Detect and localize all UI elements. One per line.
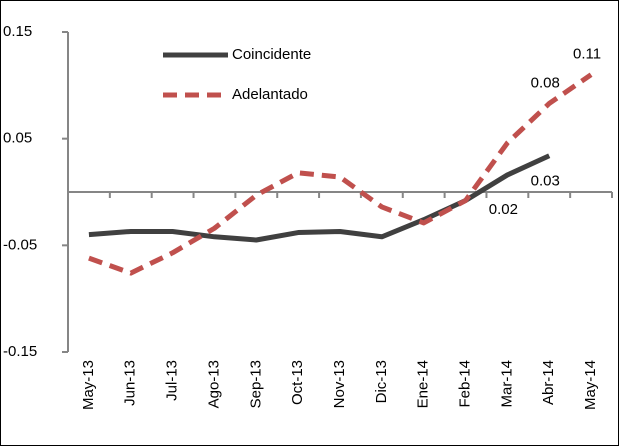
- data-label: 0.08: [531, 74, 560, 91]
- x-tick-label: Jul-13: [164, 360, 181, 401]
- x-tick-label: May-13: [80, 360, 97, 410]
- y-tick-label: 0.05: [3, 130, 32, 147]
- x-tick-label: Nov-13: [331, 360, 348, 408]
- series-line: [88, 153, 551, 243]
- x-tick-label: Mar-14: [498, 360, 515, 408]
- x-tick-label: Jun-13: [122, 360, 139, 406]
- x-tick-label: Abr-14: [540, 360, 557, 405]
- x-tick-label: Feb-14: [457, 360, 474, 408]
- x-tick-label: Dic-13: [373, 360, 390, 403]
- x-tick-label: Ago-13: [205, 360, 222, 408]
- series-line: [88, 72, 593, 276]
- y-tick-label: -0.15: [3, 343, 37, 360]
- y-tick-label: 0.15: [3, 23, 32, 40]
- data-label: 0.03: [531, 173, 560, 190]
- data-label: 0.11: [573, 46, 601, 63]
- y-tick-label: -0.05: [3, 236, 37, 253]
- x-tick-label: Ene-14: [415, 360, 432, 408]
- x-tick-label: May-14: [582, 360, 599, 410]
- legend-label: Coincidente: [232, 46, 311, 63]
- data-label: 0.02: [489, 201, 518, 218]
- x-tick-label: Oct-13: [289, 360, 306, 405]
- x-tick-label: Sep-13: [247, 360, 264, 408]
- legend-label: Adelantado: [232, 86, 308, 103]
